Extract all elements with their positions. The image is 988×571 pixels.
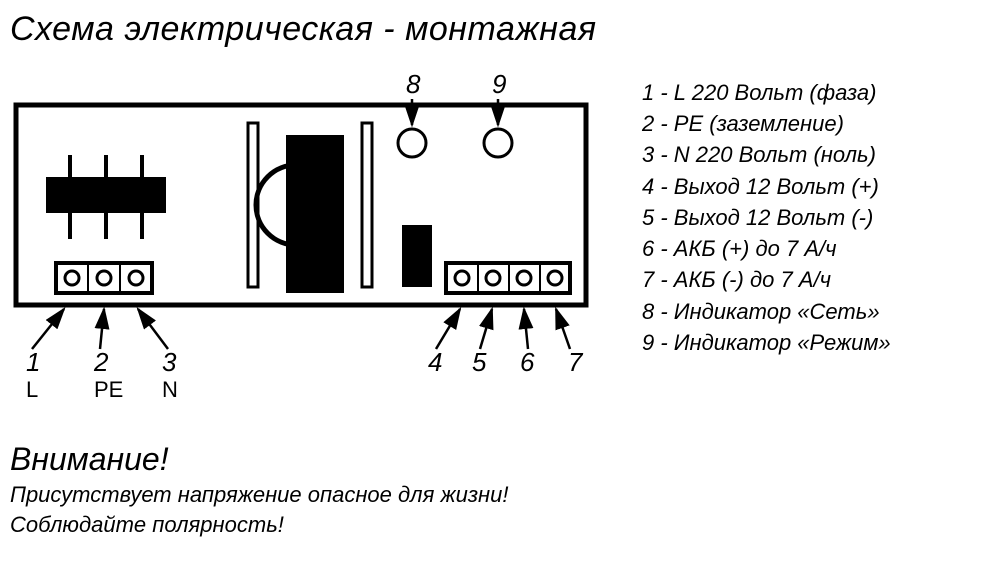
svg-text:9: 9 [492,69,506,99]
legend-item: 7 - АКБ (-) до 7 А/ч [642,264,891,295]
legend-item: 4 - Выход 12 Вольт (+) [642,171,891,202]
main-area: 8 9 1L 2PE 3N 45 6 7 1 - L 220 Вольт (фаза)2 - … [10,57,978,437]
warning-block: Внимание! Присутствует напряжение опасно… [10,441,978,539]
page-title: Схема электрическая - монтажная [10,10,978,49]
legend-item: 1 - L 220 Вольт (фаза) [642,77,891,108]
legend-item: 3 - N 220 Вольт (ноль) [642,139,891,170]
svg-text:N: N [162,377,178,402]
legend-item: 9 - Индикатор «Режим» [642,327,891,358]
svg-text:6: 6 [520,347,535,377]
svg-text:L: L [26,377,38,402]
svg-text:5: 5 [472,347,487,377]
legend-item: 8 - Индикатор «Сеть» [642,296,891,327]
legend-item: 5 - Выход 12 Вольт (-) [642,202,891,233]
wiring-diagram: 8 9 1L 2PE 3N 45 6 7 [10,57,610,437]
svg-text:8: 8 [406,69,421,99]
svg-text:PE: PE [94,377,123,402]
warning-line: Соблюдайте полярность! [10,510,978,540]
svg-text:7: 7 [568,347,584,377]
legend-item: 2 - PE (заземление) [642,108,891,139]
svg-text:3: 3 [162,347,177,377]
svg-text:2: 2 [93,347,109,377]
svg-text:4: 4 [428,347,442,377]
warning-heading: Внимание! [10,441,978,478]
warning-line: Присутствует напряжение опасное для жизн… [10,480,978,510]
legend: 1 - L 220 Вольт (фаза)2 - PE (заземление… [642,77,891,358]
legend-item: 6 - АКБ (+) до 7 А/ч [642,233,891,264]
svg-text:1: 1 [26,347,40,377]
